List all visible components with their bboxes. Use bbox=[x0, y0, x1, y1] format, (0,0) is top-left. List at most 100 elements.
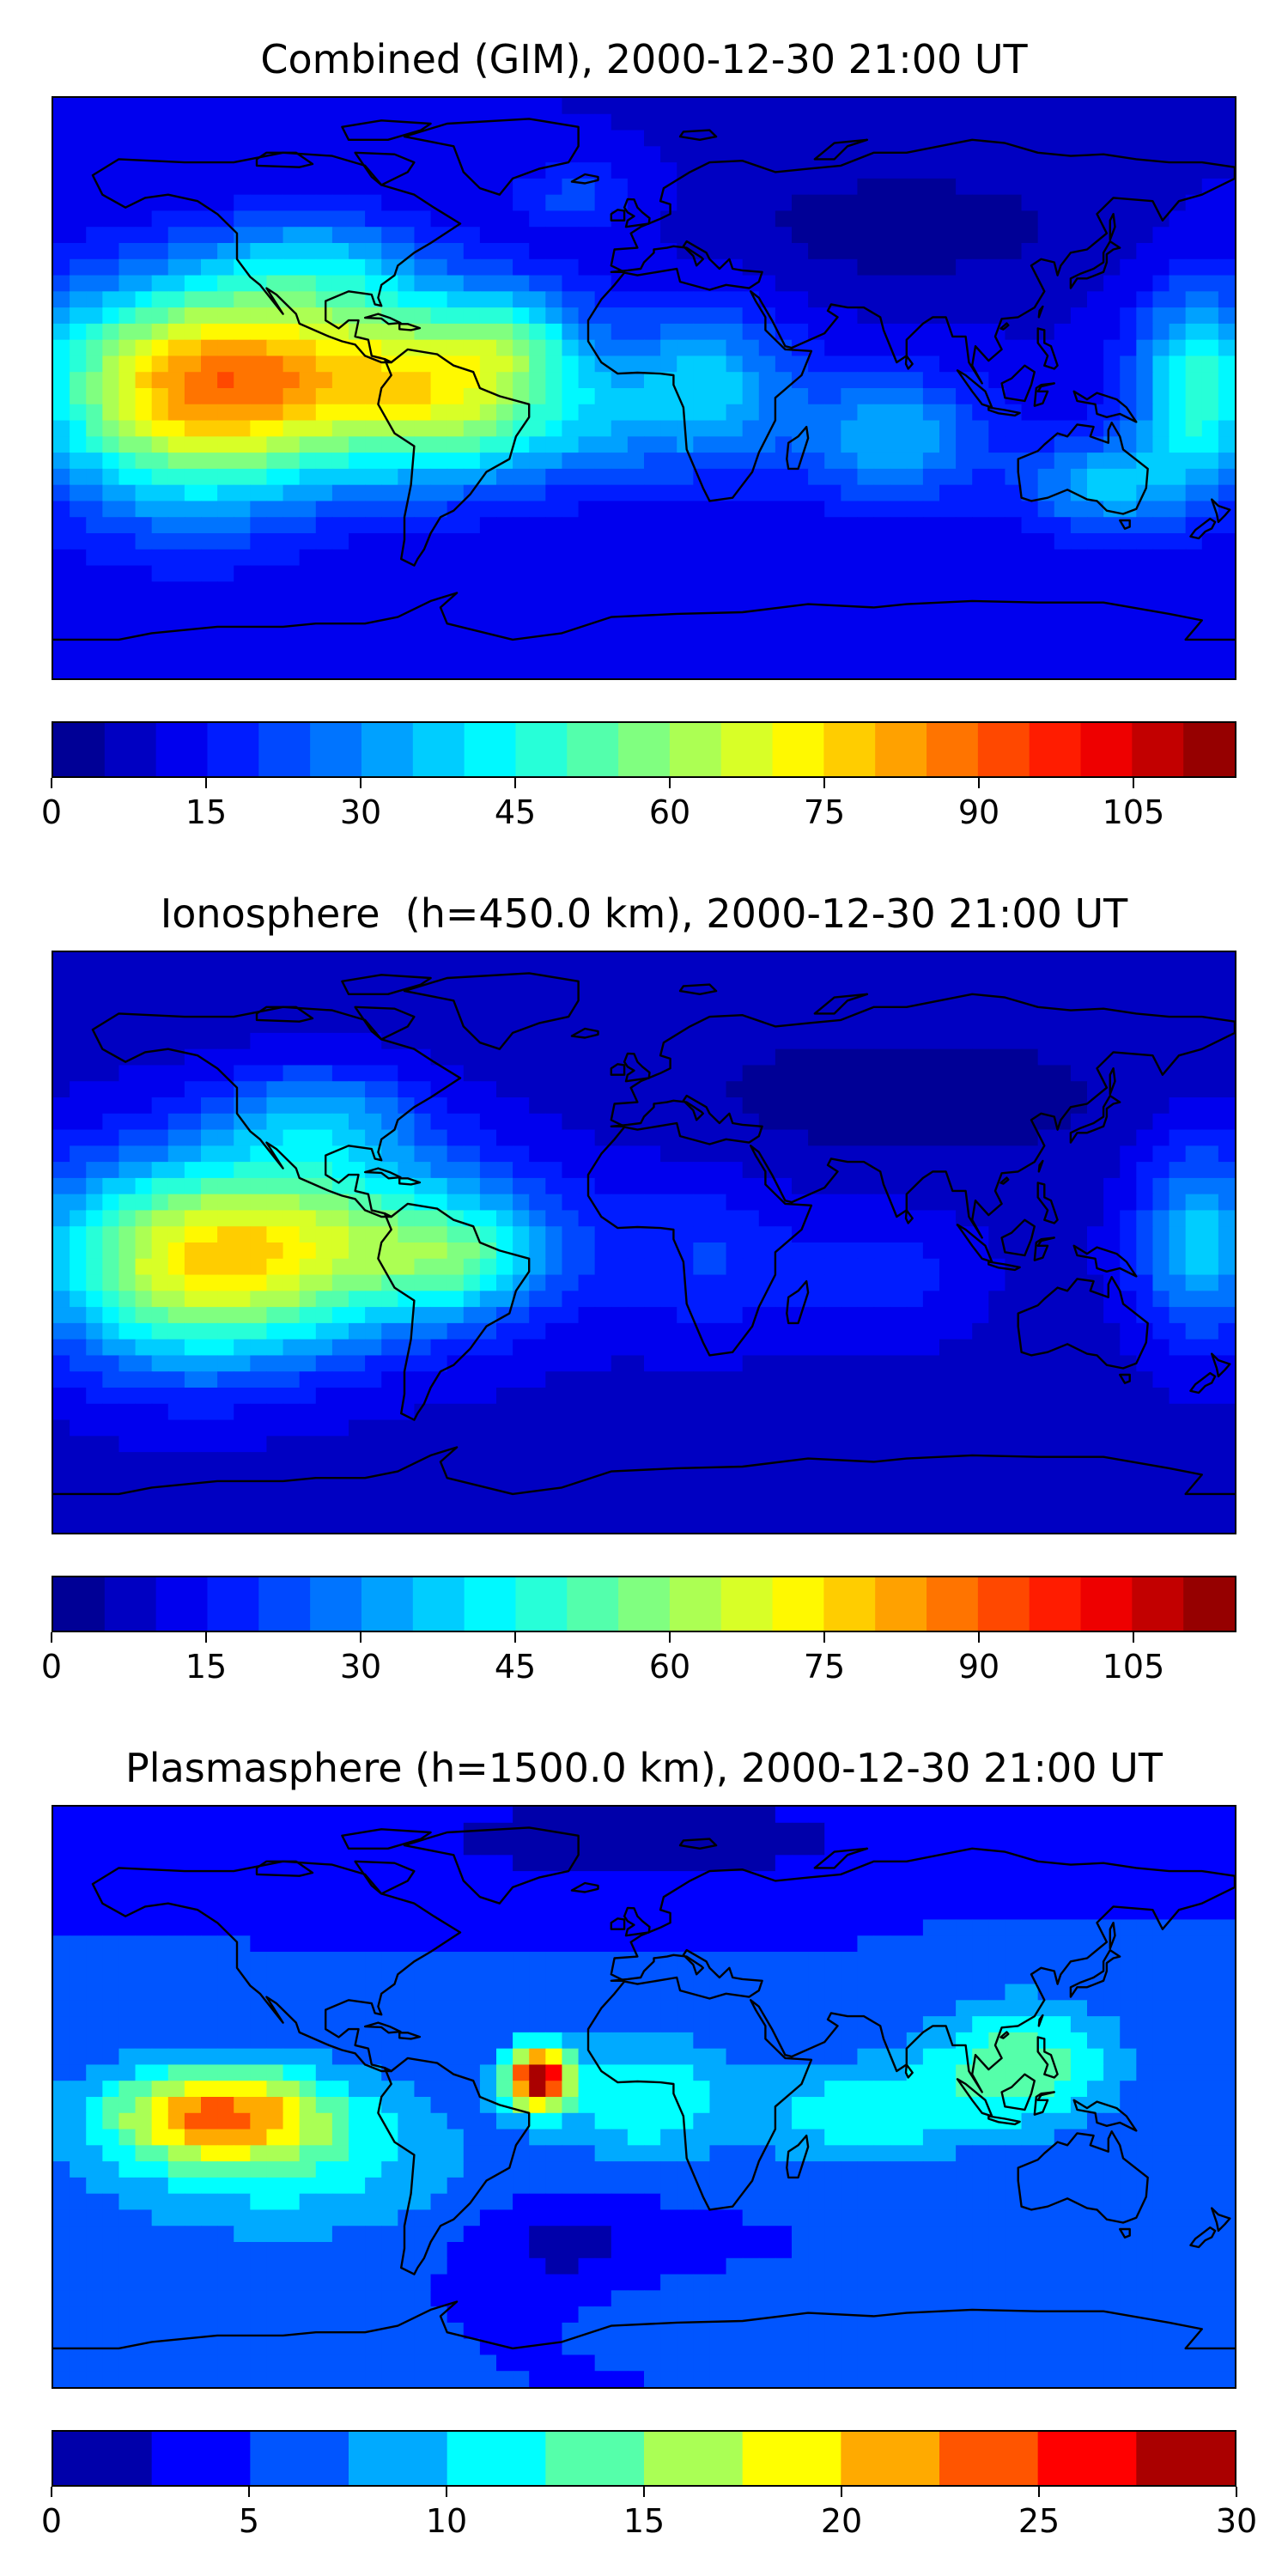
heatmap-cell bbox=[644, 662, 661, 678]
heatmap-cell bbox=[742, 484, 760, 502]
heatmap-cell bbox=[1103, 1032, 1121, 1050]
heatmap-cell bbox=[234, 113, 251, 131]
heatmap-cell bbox=[578, 662, 596, 678]
heatmap-cell bbox=[1152, 1162, 1170, 1179]
heatmap-cell bbox=[217, 210, 234, 228]
heatmap-cell bbox=[151, 1065, 169, 1082]
heatmap-cell bbox=[972, 275, 989, 292]
heatmap-cell bbox=[922, 258, 940, 276]
heatmap-cell bbox=[217, 1242, 234, 1260]
heatmap-cell bbox=[70, 436, 87, 453]
heatmap-cell bbox=[201, 662, 218, 678]
heatmap-cell bbox=[414, 420, 432, 437]
heatmap-cell bbox=[1218, 468, 1235, 486]
heatmap-cell bbox=[873, 275, 891, 292]
heatmap-cell bbox=[167, 501, 185, 518]
heatmap-cell bbox=[873, 968, 891, 986]
heatmap-cell bbox=[184, 1194, 202, 1212]
heatmap-cell bbox=[70, 1403, 87, 1421]
heatmap-cell bbox=[1120, 468, 1137, 486]
heatmap-cell bbox=[283, 1307, 301, 1324]
heatmap-cell bbox=[939, 436, 957, 453]
heatmap-cell bbox=[677, 146, 694, 163]
heatmap-cell bbox=[1021, 565, 1039, 582]
heatmap-cell bbox=[86, 162, 103, 179]
heatmap-cell bbox=[594, 388, 612, 405]
heatmap-cell bbox=[234, 1177, 251, 1195]
heatmap-cell bbox=[184, 629, 202, 647]
heatmap-cell bbox=[972, 258, 989, 276]
heatmap-cell bbox=[742, 388, 760, 405]
heatmap-cell bbox=[118, 1242, 137, 1260]
heatmap-cell bbox=[86, 307, 103, 325]
heatmap-cell bbox=[939, 323, 957, 341]
heatmap-cell bbox=[627, 952, 645, 969]
heatmap-cell bbox=[939, 113, 957, 131]
heatmap-cell bbox=[381, 952, 398, 969]
heatmap-cell bbox=[956, 258, 973, 276]
heatmap-cell bbox=[1120, 629, 1137, 647]
heatmap-cell bbox=[922, 291, 940, 308]
heatmap-cell bbox=[414, 243, 432, 260]
heatmap-cell bbox=[349, 501, 366, 518]
heatmap-cell bbox=[349, 210, 366, 228]
heatmap-cell bbox=[513, 1065, 530, 1082]
heatmap-cell bbox=[1054, 388, 1072, 405]
heatmap-cell bbox=[939, 1226, 957, 1243]
heatmap-cell bbox=[758, 952, 776, 969]
heatmap-cell bbox=[398, 629, 416, 647]
heatmap-cell bbox=[922, 1419, 940, 1437]
heatmap-cell bbox=[1152, 130, 1170, 147]
heatmap-cell bbox=[250, 355, 268, 373]
heatmap-cell bbox=[693, 404, 711, 422]
heatmap-cell bbox=[726, 565, 744, 582]
heatmap-cell bbox=[234, 1452, 251, 1469]
heatmap-cell bbox=[1201, 1194, 1219, 1212]
heatmap-cell bbox=[135, 388, 153, 405]
heatmap-cell bbox=[644, 1258, 661, 1276]
heatmap-cell bbox=[250, 113, 268, 131]
heatmap-cell bbox=[627, 1097, 645, 1115]
heatmap-cell bbox=[1120, 1017, 1137, 1034]
heatmap-cell bbox=[414, 952, 432, 969]
heatmap-cell bbox=[118, 339, 137, 357]
coastline-novaya-zemlya bbox=[813, 138, 869, 161]
heatmap-cell bbox=[266, 275, 284, 292]
heatmap-cell bbox=[299, 1419, 317, 1437]
heatmap-cell bbox=[184, 1242, 202, 1260]
heatmap-cell bbox=[1120, 323, 1137, 341]
heatmap-cell bbox=[742, 1258, 760, 1276]
heatmap-cell bbox=[135, 323, 153, 341]
heatmap-cell bbox=[906, 1017, 924, 1034]
heatmap-cell bbox=[1054, 1226, 1072, 1243]
heatmap-cell bbox=[447, 1097, 465, 1115]
heatmap-cell bbox=[808, 1258, 825, 1276]
heatmap-cell bbox=[1218, 1226, 1235, 1243]
heatmap-cell bbox=[1005, 1065, 1023, 1082]
heatmap-cell bbox=[693, 1000, 711, 1018]
heatmap-cell bbox=[167, 98, 185, 115]
heatmap-cell bbox=[151, 1113, 169, 1131]
heatmap-cell bbox=[939, 1194, 957, 1212]
heatmap-cell bbox=[217, 1436, 234, 1453]
heatmap-cell bbox=[1070, 1403, 1088, 1421]
heatmap-cell bbox=[808, 1162, 825, 1179]
heatmap-cell bbox=[939, 355, 957, 373]
heatmap-cell bbox=[792, 339, 809, 357]
heatmap-cell bbox=[922, 1177, 940, 1195]
heatmap-cell bbox=[1169, 275, 1187, 292]
heatmap-cell bbox=[266, 1065, 284, 1082]
heatmap-cell bbox=[808, 1081, 825, 1098]
heatmap-cell bbox=[792, 517, 809, 534]
heatmap-cell bbox=[1021, 210, 1039, 228]
heatmap-cell bbox=[1103, 210, 1121, 228]
heatmap-cell bbox=[365, 420, 382, 437]
heatmap-cell bbox=[808, 436, 825, 453]
heatmap-cell bbox=[644, 1403, 661, 1421]
heatmap-cell bbox=[414, 984, 432, 1001]
heatmap-cell bbox=[775, 501, 793, 518]
heatmap-cell bbox=[381, 1403, 398, 1421]
heatmap-cell bbox=[956, 339, 973, 357]
heatmap-cell bbox=[513, 130, 530, 147]
heatmap-cell bbox=[627, 1145, 645, 1163]
